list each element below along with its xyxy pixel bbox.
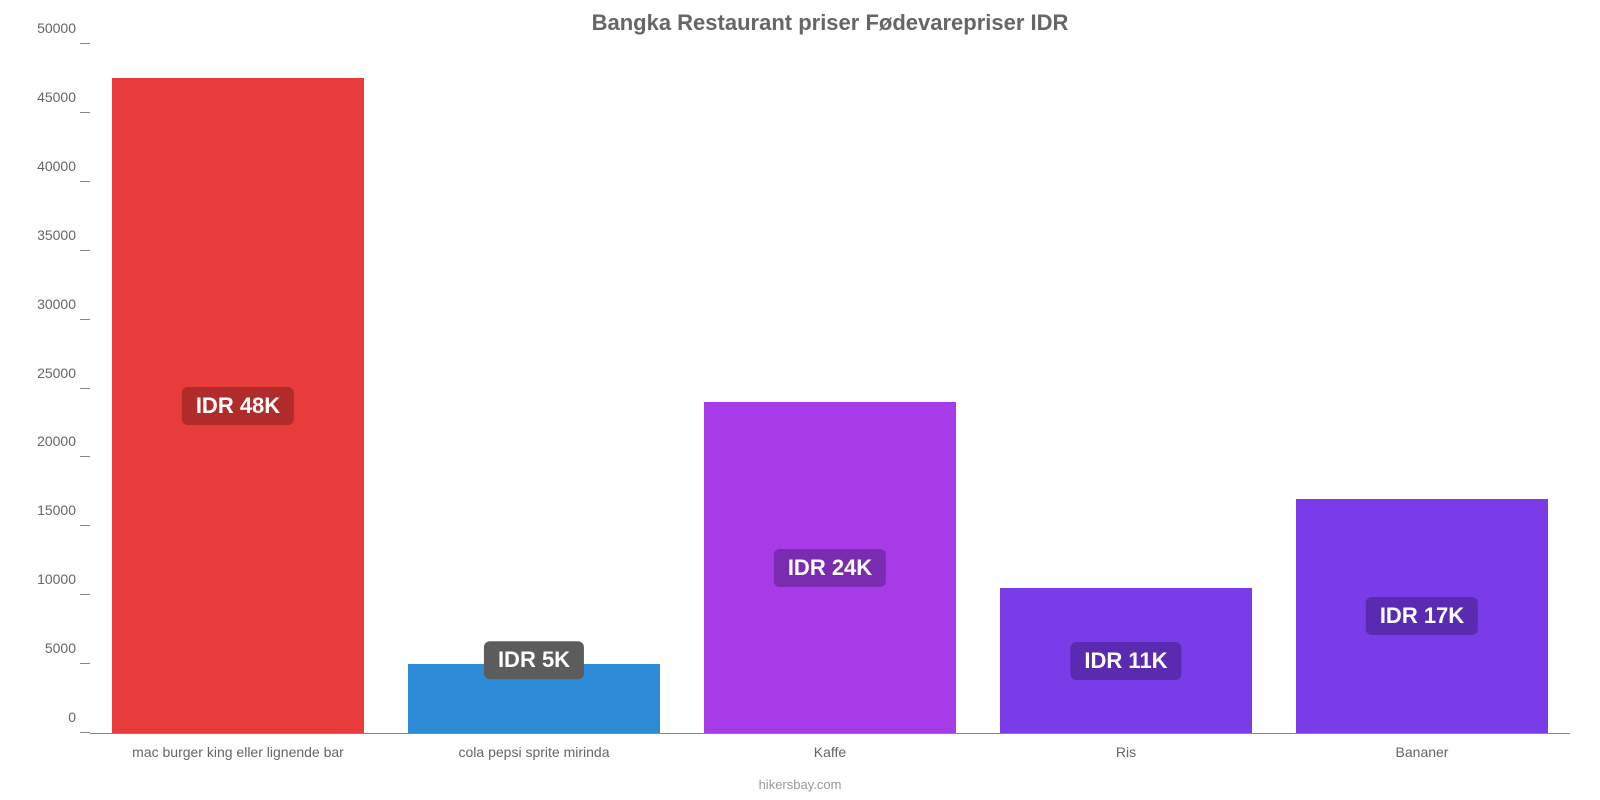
y-tick-label: 25000	[37, 365, 90, 381]
x-axis: mac burger king eller lignende barcola p…	[90, 744, 1570, 760]
y-tick-label: 0	[68, 709, 90, 725]
bar-slot: IDR 11K	[978, 44, 1274, 733]
y-tick-label: 20000	[37, 433, 90, 449]
y-tick	[80, 732, 90, 733]
y-tick	[80, 112, 90, 113]
y-tick	[80, 388, 90, 389]
y-tick-label: 45000	[37, 89, 90, 105]
plot-area: IDR 48KIDR 5KIDR 24KIDR 11KIDR 17K 05000…	[90, 44, 1570, 734]
y-tick	[80, 319, 90, 320]
chart-source: hikersbay.com	[0, 777, 1600, 792]
bar-slot: IDR 5K	[386, 44, 682, 733]
value-badge: IDR 17K	[1366, 597, 1478, 635]
y-tick	[80, 594, 90, 595]
y-tick-label: 50000	[37, 20, 90, 36]
bar: IDR 11K	[1000, 588, 1252, 733]
value-badge: IDR 48K	[182, 387, 294, 425]
x-axis-label: Bananer	[1274, 744, 1570, 760]
value-badge: IDR 5K	[484, 641, 584, 679]
x-axis-label: cola pepsi sprite mirinda	[386, 744, 682, 760]
x-axis-label: Ris	[978, 744, 1274, 760]
bar-slot: IDR 17K	[1274, 44, 1570, 733]
bar: IDR 48K	[112, 78, 364, 733]
value-badge: IDR 24K	[774, 549, 886, 587]
bar: IDR 5K	[408, 664, 660, 733]
y-tick	[80, 663, 90, 664]
bar: IDR 17K	[1296, 499, 1548, 733]
y-tick-label: 10000	[37, 571, 90, 587]
y-tick-label: 5000	[45, 640, 90, 656]
bars-container: IDR 48K IDR 5K IDR 24K IDR 11K IDR 17K	[90, 44, 1570, 733]
y-tick-label: 15000	[37, 502, 90, 518]
y-tick	[80, 525, 90, 526]
y-tick	[80, 250, 90, 251]
value-badge: IDR 11K	[1070, 642, 1181, 680]
bar-slot: IDR 24K	[682, 44, 978, 733]
x-axis-label: mac burger king eller lignende bar	[90, 744, 386, 760]
y-tick-label: 30000	[37, 296, 90, 312]
chart-title: Bangka Restaurant priser Fødevarepriser …	[90, 10, 1570, 36]
price-bar-chart: Bangka Restaurant priser Fødevarepriser …	[0, 0, 1600, 800]
y-tick	[80, 181, 90, 182]
y-tick	[80, 456, 90, 457]
x-axis-label: Kaffe	[682, 744, 978, 760]
y-tick-label: 35000	[37, 227, 90, 243]
y-tick-label: 40000	[37, 158, 90, 174]
bar-slot: IDR 48K	[90, 44, 386, 733]
y-tick	[80, 43, 90, 44]
bar: IDR 24K	[704, 402, 956, 733]
